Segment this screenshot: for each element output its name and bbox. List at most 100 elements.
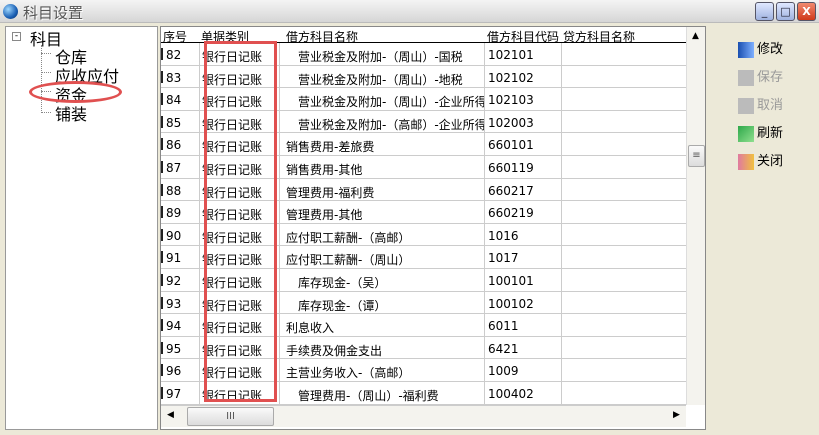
- table-row[interactable]: 89 银行日记账 管理费用-其他 660219: [161, 201, 686, 224]
- cell-debit-code: 660101: [488, 138, 534, 153]
- cell-no: 88: [166, 183, 182, 198]
- cell-no: 91: [166, 251, 182, 266]
- cell-debit-code: 1009: [488, 364, 519, 379]
- table-row[interactable]: 95 银行日记账 手续费及佣金支出 6421: [161, 337, 686, 360]
- cell-debit-code: 100402: [488, 387, 534, 401]
- row-indicator: [161, 138, 163, 151]
- table-row[interactable]: 86 银行日记账 销售费用-差旅费 660101: [161, 133, 686, 156]
- horizontal-scroll-thumb[interactable]: III: [187, 407, 274, 426]
- subject-tree: - 科目 仓库 应收应付 资金 铺装: [5, 26, 158, 430]
- cell-type: 银行日记账: [202, 230, 263, 245]
- row-indicator: [161, 206, 163, 219]
- table-row[interactable]: 94 银行日记账 利息收入 6011: [161, 314, 686, 337]
- horizontal-scrollbar[interactable]: ◀ III ▶: [161, 405, 686, 427]
- cell-debit-code: 660119: [488, 161, 534, 175]
- cell-type: 银行日记账: [202, 50, 263, 64]
- cell-no: 82: [166, 48, 182, 62]
- vertical-scroll-thumb[interactable]: ≡: [688, 145, 705, 167]
- action-label: 修改: [757, 42, 784, 57]
- cell-no: 94: [166, 319, 182, 334]
- cell-debit-code: 102101: [488, 48, 534, 62]
- cell-debit-name: 应付职工薪酬-（周山）: [286, 253, 411, 268]
- exit-icon: [738, 153, 754, 170]
- cell-type: 银行日记账: [202, 208, 263, 223]
- table-row[interactable]: 91 银行日记账 应付职工薪酬-（周山） 1017: [161, 246, 686, 269]
- table-row[interactable]: 82 银行日记账 营业税金及附加-（周山）-国税 102101: [161, 43, 686, 66]
- cell-type: 银行日记账: [202, 72, 263, 87]
- collapse-icon[interactable]: -: [12, 32, 21, 41]
- table-row[interactable]: 97 银行日记账 管理费用-（周山）-福利费 100402: [161, 382, 686, 405]
- cell-debit-code: 100102: [488, 296, 534, 311]
- cell-no: 95: [166, 341, 182, 356]
- row-indicator: [161, 228, 163, 241]
- row-indicator: [161, 319, 163, 332]
- data-grid: 序号 单据类别 借方科目名称 借方科目代码 贷方科目名称 82 银行日记账 营业…: [160, 26, 706, 430]
- cell-debit-name: 销售费用-其他: [286, 163, 363, 177]
- row-indicator: [161, 70, 163, 83]
- cell-no: 96: [166, 364, 182, 379]
- col-header-debit-code[interactable]: 借方科目代码: [487, 30, 560, 44]
- table-row[interactable]: 93 银行日记账 库存现金-（谭） 100102: [161, 292, 686, 315]
- window-title: 科目设置: [23, 4, 84, 22]
- cell-debit-name: 管理费用-其他: [286, 208, 363, 223]
- action-button-cancel[interactable]: 取消: [738, 94, 783, 114]
- scroll-right-icon[interactable]: ▶: [673, 410, 680, 420]
- table-row[interactable]: 84 银行日记账 营业税金及附加-（周山）-企业所得税 102103: [161, 88, 686, 111]
- cancel-icon: [738, 97, 754, 114]
- row-indicator: [161, 296, 163, 309]
- cell-type: 银行日记账: [202, 343, 263, 358]
- scroll-left-icon[interactable]: ◀: [167, 410, 174, 420]
- cell-no: 84: [166, 93, 182, 108]
- cell-type: 银行日记账: [202, 253, 263, 268]
- highlight-ellipse: [29, 81, 122, 103]
- maximize-button[interactable]: □: [776, 2, 795, 21]
- grid-header: 序号 单据类别 借方科目名称 借方科目代码 贷方科目名称: [161, 27, 686, 44]
- cell-type: 银行日记账: [202, 321, 263, 336]
- action-button-refresh[interactable]: 刷新: [738, 122, 783, 142]
- cell-debit-code: 102103: [488, 93, 534, 108]
- action-label: 保存: [757, 70, 784, 85]
- tree-root[interactable]: 科目: [30, 30, 63, 49]
- cell-no: 89: [166, 206, 182, 221]
- scroll-up-icon[interactable]: ▲: [692, 31, 699, 41]
- col-header-no[interactable]: 序号: [163, 30, 188, 44]
- action-button-edit[interactable]: 修改: [738, 38, 783, 58]
- cell-type: 银行日记账: [202, 163, 263, 177]
- action-panel: 修改保存取消刷新关闭: [708, 26, 816, 430]
- action-button-exit[interactable]: 关闭: [738, 150, 783, 170]
- table-row[interactable]: 96 银行日记账 主营业务收入-（高邮） 1009: [161, 359, 686, 382]
- cell-no: 93: [166, 296, 182, 311]
- table-row[interactable]: 90 银行日记账 应付职工薪酬-（高邮） 1016: [161, 224, 686, 247]
- action-button-save[interactable]: 保存: [738, 66, 783, 86]
- cell-debit-name: 库存现金-（吴）: [298, 276, 387, 290]
- tree-item-paving[interactable]: 铺装: [55, 105, 88, 124]
- table-row[interactable]: 87 银行日记账 销售费用-其他 660119: [161, 156, 686, 179]
- cell-debit-name: 管理费用-福利费: [286, 185, 375, 200]
- row-indicator: [161, 274, 163, 286]
- close-button[interactable]: X: [797, 2, 816, 21]
- cell-no: 87: [166, 161, 182, 175]
- table-row[interactable]: 83 银行日记账 营业税金及附加-（周山）-地税 102102: [161, 66, 686, 89]
- tree-item-warehouse[interactable]: 仓库: [55, 48, 88, 67]
- cell-type: 银行日记账: [202, 140, 263, 155]
- row-indicator: [161, 251, 163, 264]
- cell-no: 92: [166, 274, 182, 288]
- cell-no: 83: [166, 70, 182, 85]
- cell-type: 银行日记账: [202, 276, 263, 290]
- col-header-credit-name[interactable]: 贷方科目名称: [563, 30, 636, 44]
- highlight-box: [204, 41, 277, 402]
- minimize-button[interactable]: _: [755, 2, 774, 21]
- col-header-type[interactable]: 单据类别: [201, 30, 250, 44]
- cell-debit-code: 6421: [488, 341, 519, 356]
- cell-type: 银行日记账: [202, 95, 263, 110]
- cell-debit-code: 1017: [488, 251, 519, 266]
- cell-debit-name: 利息收入: [286, 321, 335, 336]
- cell-debit-code: 100101: [488, 274, 534, 288]
- cell-debit-code: 660219: [488, 206, 534, 221]
- table-row[interactable]: 88 银行日记账 管理费用-福利费 660217: [161, 179, 686, 202]
- table-row[interactable]: 85 银行日记账 营业税金及附加-（高邮）-企业所得税 102003: [161, 111, 686, 134]
- table-row[interactable]: 92 银行日记账 库存现金-（吴） 100101: [161, 269, 686, 292]
- col-header-debit-name[interactable]: 借方科目名称: [286, 30, 359, 44]
- action-label: 刷新: [757, 126, 784, 141]
- vertical-scrollbar[interactable]: ▲ ≡: [686, 27, 705, 405]
